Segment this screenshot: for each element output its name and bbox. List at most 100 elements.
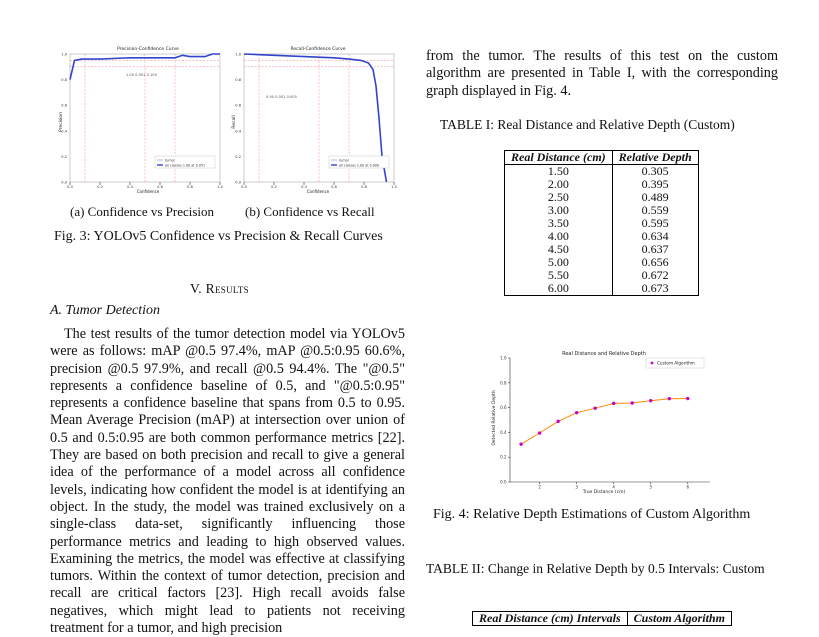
table-row: 2.50 0.489: [504, 191, 699, 204]
chart-title: Real Distance and Relative Depth: [562, 351, 646, 357]
y-tick-label: 0.8: [235, 78, 241, 82]
x-tick-label: 2: [538, 485, 541, 490]
x-tick-label: 0.0: [67, 185, 73, 189]
curve-annotation: 0.90 0.001 0.005: [266, 95, 297, 99]
data-point: [519, 442, 523, 446]
data-point: [556, 419, 560, 424]
x-tick-label: 0.2: [271, 185, 277, 189]
y-tick-label: 0.2: [500, 455, 507, 460]
table1: Real Distance (cm) Relative Depth 1.50 0.…: [504, 150, 699, 296]
data-point: [574, 410, 579, 415]
x-tick-label: 0.0: [241, 185, 247, 189]
table-row: 1.50 0.305: [504, 164, 699, 178]
legend-label: Custom Algorithm: [657, 361, 695, 366]
legend-box: [645, 357, 705, 369]
x-tick-label: 0.6: [331, 185, 337, 189]
real-distance-cell: 3.00: [504, 204, 613, 217]
body-column-left: The test results of the tumor detection …: [50, 326, 405, 637]
relative-depth-cell: 0.634: [611, 230, 699, 243]
legend-box: [328, 155, 390, 169]
table-row: 5.50 0.672: [504, 269, 699, 282]
table2-wrap: Real Distance (cm) Intervals Custom Algo…: [472, 611, 732, 626]
real-distance-cell: 1.50: [504, 164, 613, 178]
body-paragraph: The test results of the tumor detection …: [50, 326, 405, 637]
x-tick-label: 0.4: [301, 185, 307, 189]
x-tick-label: 4: [612, 485, 615, 490]
data-point: [630, 401, 634, 405]
x-tick-label: 0.4: [127, 185, 133, 189]
relative-depth-cell: 0.489: [611, 191, 699, 204]
data-point: [649, 398, 653, 403]
legend-label: tumor: [165, 158, 176, 162]
table2-caption: TABLE II: Change in Relative Depth by 0.…: [426, 561, 765, 576]
relative-depth-cell: 0.395: [611, 178, 699, 191]
table-row: 6.00 0.673: [504, 282, 699, 296]
chart-title: Recall-Confidence Curve: [290, 46, 345, 52]
real-distance-cell: 4.50: [504, 243, 613, 256]
table-row: 4.00 0.634: [504, 230, 699, 243]
y-tick-label: 0.8: [500, 380, 507, 385]
x-tick-label: 0.8: [361, 185, 367, 189]
relative-depth-cell: 0.672: [611, 269, 699, 282]
legend-marker: [650, 361, 654, 365]
series-line: [69, 53, 220, 80]
table-header-cell: Custom Algorithm: [626, 611, 732, 626]
fig3-caption: Fig. 3: YOLOv5 Confidence vs Precision &…: [54, 229, 383, 244]
y-tick-label: 1.0: [235, 53, 241, 57]
x-tick-label: 6: [687, 485, 690, 490]
y-tick-label: 0.0: [235, 181, 241, 185]
relative-depth-cell: 0.305: [611, 164, 699, 178]
relative-depth-cell: 0.595: [611, 217, 699, 230]
real-distance-cell: 5.00: [504, 256, 613, 269]
table-header-row: Real Distance (cm) Relative Depth: [504, 150, 699, 165]
table-header-cell: Real Distance (cm): [504, 150, 613, 165]
body-column-right: from the tumor. The results of this test…: [426, 48, 778, 100]
curve-annotation: 1.00 0.951 0.100: [126, 73, 158, 77]
data-point: [537, 431, 542, 435]
chart-title: Precision-Confidence Curve: [117, 46, 179, 52]
x-tick-label: 0.2: [97, 185, 103, 189]
table-row: 2.00 0.395: [504, 178, 699, 191]
y-axis-label: Recall: [231, 115, 237, 128]
legend-label: all classes 1.00 at 0.951: [165, 163, 205, 167]
right-paragraph: from the tumor. The results of this test…: [426, 48, 778, 99]
x-tick-label: 1.0: [217, 185, 223, 189]
relative-depth-cell: 0.673: [611, 282, 699, 296]
table1-wrap: Real Distance (cm) Relative Depth 1.50 0.…: [504, 150, 699, 296]
real-distance-cell: 2.50: [504, 191, 613, 204]
y-tick-label: 1.0: [61, 53, 67, 57]
section-heading: V. Results: [190, 281, 249, 296]
data-point: [686, 396, 690, 401]
x-axis-label: Confidence: [137, 189, 160, 194]
subcaption-a: (a) Confidence vs Precision: [70, 204, 215, 219]
real-distance-cell: 4.00: [504, 230, 613, 243]
y-tick-label: 0.4: [235, 129, 241, 133]
data-point: [612, 401, 616, 406]
y-tick-label: 0.4: [500, 430, 507, 435]
y-tick-label: 0.2: [61, 155, 67, 159]
recall-confidence-chart: Recall-Confidence Curve Recall Confidenc…: [231, 46, 398, 194]
x-tick-label: 5: [649, 485, 652, 490]
y-tick-label: 0.6: [61, 104, 67, 108]
y-tick-label: 0.0: [61, 181, 67, 185]
table-header-row: Real Distance (cm) Intervals Custom Algo…: [472, 611, 732, 626]
subcaption-b: (b) Confidence vs Recall: [245, 204, 375, 219]
table-row: 5.00 0.656: [504, 256, 699, 269]
data-point: [667, 396, 671, 401]
series-line: [243, 53, 388, 183]
y-tick-label: 0.6: [500, 405, 507, 410]
y-tick-label: 0.6: [235, 104, 241, 108]
relative-depth-chart: Real Distance and Relative Depth True Di…: [491, 351, 710, 495]
legend-box: [154, 155, 216, 169]
table-header-cell: Relative Depth: [611, 150, 699, 165]
legend-label: tumor: [339, 158, 350, 162]
legend-label: all classes 1.00 at 0.000: [339, 163, 379, 167]
y-tick-label: 0.4: [61, 129, 67, 133]
relative-depth-cell: 0.637: [611, 243, 699, 256]
y-tick-label: 0.8: [61, 78, 67, 82]
y-axis-label: Detected Relative Depth: [491, 390, 497, 445]
y-tick-label: 1.0: [500, 356, 507, 361]
table-row: 3.00 0.559: [504, 204, 699, 217]
real-distance-cell: 6.00: [504, 282, 613, 296]
table-row: 3.50 0.595: [504, 217, 699, 230]
